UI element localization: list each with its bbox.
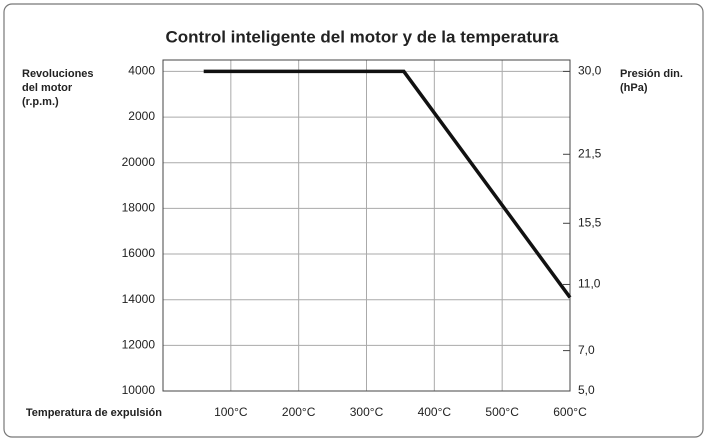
y-tick-label: 12000 <box>122 338 156 352</box>
y-tick-label: 18000 <box>122 201 156 215</box>
y-tick-label: 20000 <box>122 155 156 169</box>
y2-axis-label: (hPa) <box>620 82 648 94</box>
x-tick-label: 500°C <box>485 405 519 419</box>
y2-tick-label: 7,0 <box>578 343 595 357</box>
y2-axis-label: Presión din. <box>620 68 683 80</box>
y-tick-label: 2000 <box>128 109 155 123</box>
y2-tick-label: 11,0 <box>578 277 601 291</box>
x-tick-label: 300°C <box>350 405 384 419</box>
frame <box>3 3 704 438</box>
x-tick-label: 100°C <box>214 405 248 419</box>
x-tick-label: 200°C <box>282 405 316 419</box>
y-tick-label: 16000 <box>122 246 156 260</box>
y-tick-label: 14000 <box>122 292 156 306</box>
x-tick-label: 600°C <box>553 405 587 419</box>
chart-title: Control inteligente del motor y de la te… <box>166 27 559 46</box>
y2-tick-label: 5,0 <box>578 383 595 397</box>
y2-tick-label: 15,5 <box>578 215 602 229</box>
y2-tick-label: 30,0 <box>578 64 602 78</box>
y-axis-label: Revoluciones <box>22 68 94 80</box>
x-tick-label: 400°C <box>418 405 452 419</box>
x-axis-label: Temperatura de expulsión <box>26 407 162 419</box>
data-line <box>203 69 572 299</box>
plot-border <box>162 59 571 392</box>
y2-tick-label: 21,5 <box>578 146 602 160</box>
y-tick-label: 4000 <box>128 64 155 78</box>
y-axis-label: (r.p.m.) <box>22 96 59 108</box>
y-tick-label: 10000 <box>122 383 156 397</box>
y-axis-label: del motor <box>22 82 73 94</box>
